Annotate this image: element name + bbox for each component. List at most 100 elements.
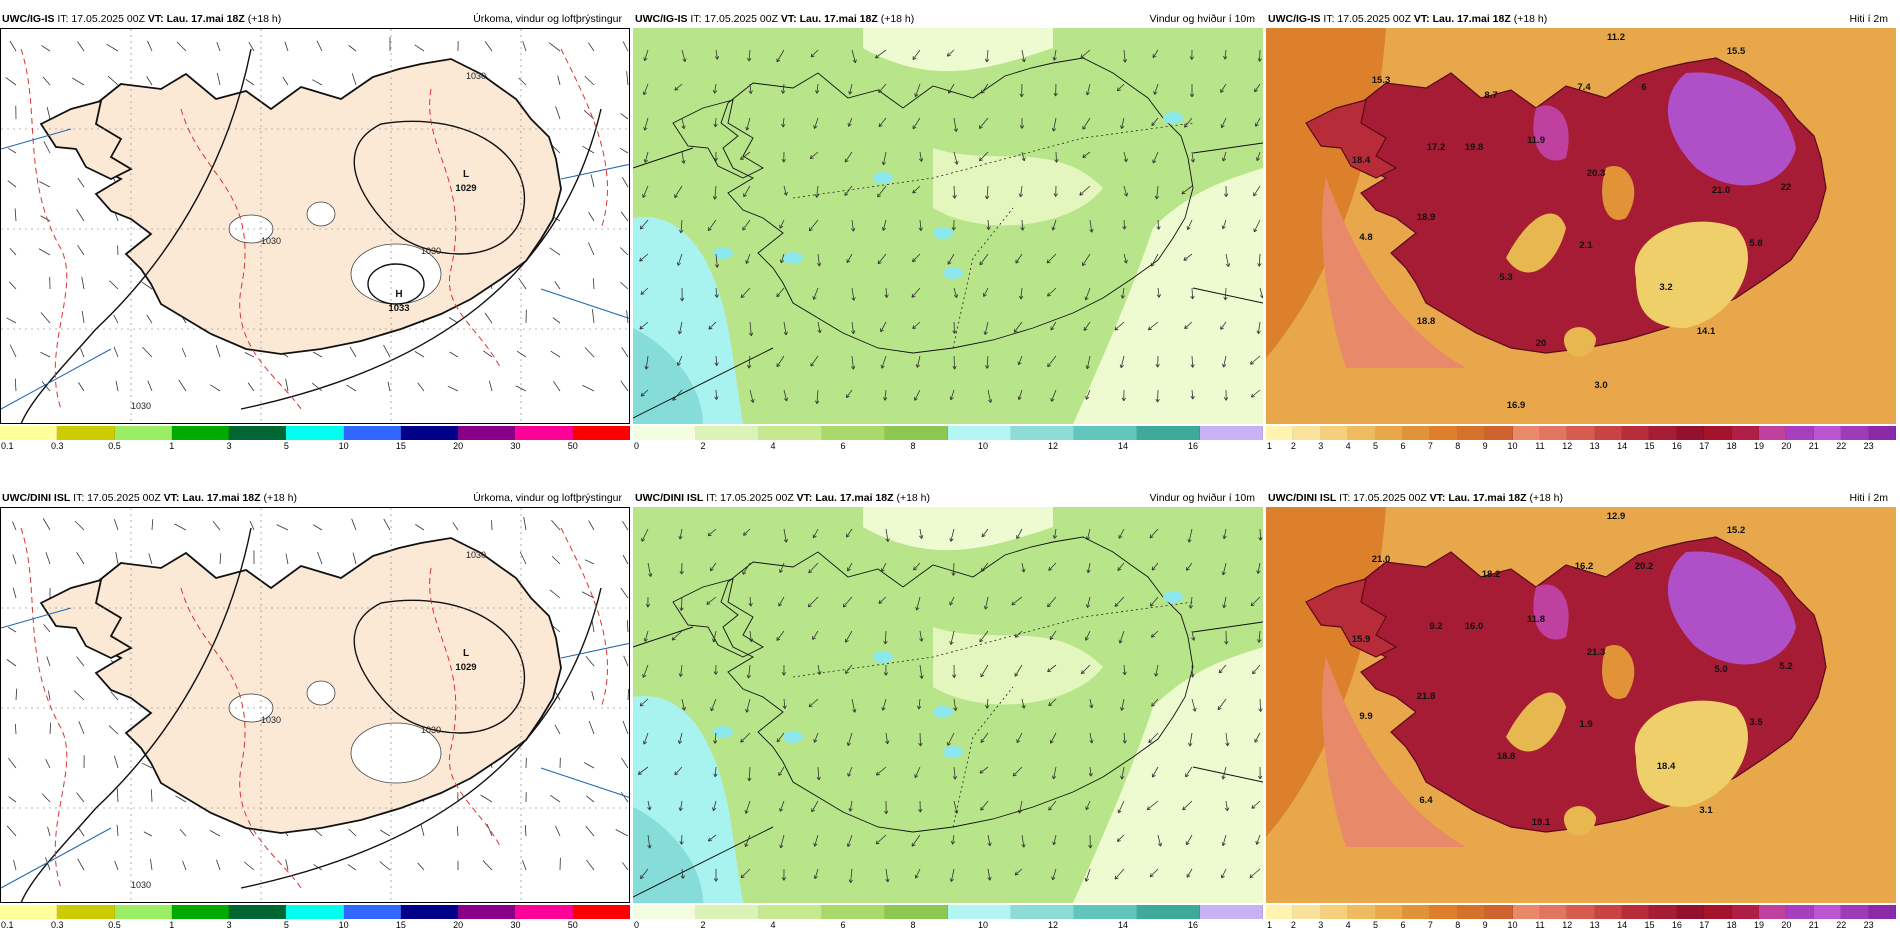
- colorbar-swatch: [171, 905, 230, 919]
- temperature-value: 11.8: [1527, 614, 1545, 625]
- temperature-value: 17.2: [1427, 142, 1446, 153]
- panel-header: UWC/DINI ISL IT: 17.05.2025 00Z VT: Lau.…: [1268, 491, 1892, 505]
- lake: [713, 726, 733, 738]
- map-canvas: L 1029 H 1033 1030 1030 1030 1030: [1, 29, 629, 423]
- colorbar-tick-label: 10: [977, 920, 989, 930]
- region-border: [792, 601, 1194, 678]
- colorbar-swatch: [1868, 905, 1896, 919]
- colorbar-tick-label: 8: [1455, 920, 1461, 930]
- colorbar-swatch: [458, 426, 516, 440]
- lead-time: (+18 h): [1529, 492, 1564, 504]
- westfjords-land: [39, 578, 133, 660]
- colorbar-tick-label: 6: [1400, 441, 1406, 451]
- boundary-line: [560, 642, 629, 659]
- colorbar-tick-label: 10: [1507, 441, 1518, 451]
- temperature-value: 18.4: [1352, 155, 1371, 166]
- colorbar-swatch: [1137, 426, 1200, 440]
- colorbar-tick-label: 0: [634, 441, 640, 451]
- pressure-center-value: 1029: [455, 662, 476, 673]
- precip-contour: [560, 48, 608, 230]
- colorbar-swatch: [1868, 426, 1896, 440]
- colorbar-tick-label: 11: [1535, 441, 1545, 451]
- precip-contour: [180, 587, 302, 889]
- isobar-label: 1030: [261, 715, 281, 725]
- temperature-value: 6: [1641, 82, 1646, 93]
- map-area[interactable]: L 1029 1030 1030 1030 1030: [0, 507, 630, 903]
- lake: [933, 706, 953, 718]
- colorbar-ticks: 0.1 0.3 0.5 1 3 5 10 15 20 30 50: [0, 920, 630, 934]
- glacier: [350, 722, 442, 784]
- calm-area: [863, 507, 1053, 551]
- init-time: IT: 17.05.2025 00Z: [690, 13, 781, 25]
- temperature-value: 3.1: [1699, 805, 1713, 816]
- land-temperature: [1305, 578, 1398, 658]
- colorbar-tick-label: 18: [1726, 920, 1737, 930]
- colorbar-tick-label: 8: [1455, 441, 1461, 451]
- colorbar-tick-label: 10: [338, 441, 349, 451]
- colorbar-tick-label: 22: [1836, 920, 1847, 930]
- temperature-value: 11.9: [1527, 135, 1545, 146]
- colorbar-tick-label: 0.3: [51, 920, 64, 930]
- colorbar-swatch: [1512, 426, 1540, 440]
- colorbar-tick-label: 17: [1699, 441, 1710, 451]
- panel-title: Vindur og hviður í 10m: [1149, 13, 1255, 25]
- map-area[interactable]: [633, 507, 1263, 903]
- boundary-line: [633, 147, 694, 169]
- colorbar-tick-label: 22: [1836, 441, 1847, 451]
- colorbar-tick-label: 3: [1318, 920, 1324, 930]
- colorbar-tick-label: 0.1: [1, 920, 14, 930]
- cold-area: [1634, 221, 1748, 328]
- precip-contour: [429, 88, 502, 370]
- colorbar-swatch: [515, 426, 573, 440]
- lake: [783, 252, 803, 264]
- colorbar-swatch: [1676, 905, 1705, 919]
- map-area[interactable]: L 1029 H 1033 1030 1030 1030 1030: [0, 28, 630, 424]
- panel-title: Vindur og hviður í 10m: [1149, 492, 1255, 504]
- cold-area: [1563, 327, 1596, 357]
- colorbar-tick-label: 14: [1617, 920, 1628, 930]
- temperature-value: 9.2: [1429, 621, 1442, 632]
- map-area[interactable]: 11.2 15.5 15.3 8.7 7.4 6 17.2 18.4 19.8 11.9 20.3 2…: [1266, 28, 1896, 424]
- coastline: [672, 99, 764, 179]
- colorbar-swatch: [1266, 905, 1294, 919]
- lake: [943, 746, 963, 758]
- isobar: [20, 48, 252, 423]
- strong-wind-area: [633, 328, 703, 424]
- pressure-center-letter: L: [463, 169, 469, 180]
- map-area[interactable]: 12.9 15.2 21.0 18.2 16.2 20.2 9.2 15.9 16.0 11.8 2…: [1266, 507, 1896, 903]
- colorbar-swatch: [1649, 426, 1677, 440]
- coastline: [720, 57, 1194, 354]
- colorbar-swatch: [286, 905, 344, 919]
- colorbar-swatch: [229, 905, 287, 919]
- lead-time: (+18 h): [1513, 13, 1548, 25]
- init-time: IT: 17.05.2025 00Z: [57, 13, 148, 25]
- colorbar-swatch: [1375, 905, 1403, 919]
- colorbar-tick-label: 8: [910, 441, 916, 451]
- isobar-label: 1030: [131, 401, 151, 411]
- colorbar-tick-label: 13: [1589, 441, 1600, 451]
- colorbar-swatch: [1457, 426, 1486, 440]
- colorbar-tick-label: 5: [283, 920, 289, 930]
- colorbar-tick-label: 7: [1427, 441, 1433, 451]
- glacier: [306, 680, 336, 706]
- map-area[interactable]: [633, 28, 1263, 424]
- init-time: IT: 17.05.2025 00Z: [1323, 13, 1414, 25]
- boundary-line: [1, 128, 72, 150]
- colorbar-tick-label: 15: [1644, 441, 1655, 451]
- temperature-value: 3.2: [1659, 282, 1672, 293]
- boundary-line: [1192, 287, 1263, 304]
- colorbar-tick-label: 2: [700, 920, 706, 930]
- boundary-line: [633, 626, 694, 648]
- lead-time: (+18 h): [880, 13, 915, 25]
- lead-time: (+18 h): [263, 492, 298, 504]
- panel-title: Hiti í 2m: [1849, 13, 1888, 25]
- temperature-value: 16.2: [1575, 561, 1594, 572]
- colorbar-swatch: [1813, 426, 1842, 440]
- colorbar-swatch: [1731, 905, 1760, 919]
- valid-time: Lau. 17.mai 18Z: [799, 13, 881, 25]
- panel-precip: UWC/IG-IS IT: 17.05.2025 00Z VT: Lau. 17…: [0, 8, 630, 466]
- colorbar-swatch: [696, 426, 759, 440]
- temperature-value: 18.8: [1417, 316, 1436, 327]
- colorbar-swatch: [114, 905, 172, 919]
- colorbar-tick-label: 12: [1562, 920, 1573, 930]
